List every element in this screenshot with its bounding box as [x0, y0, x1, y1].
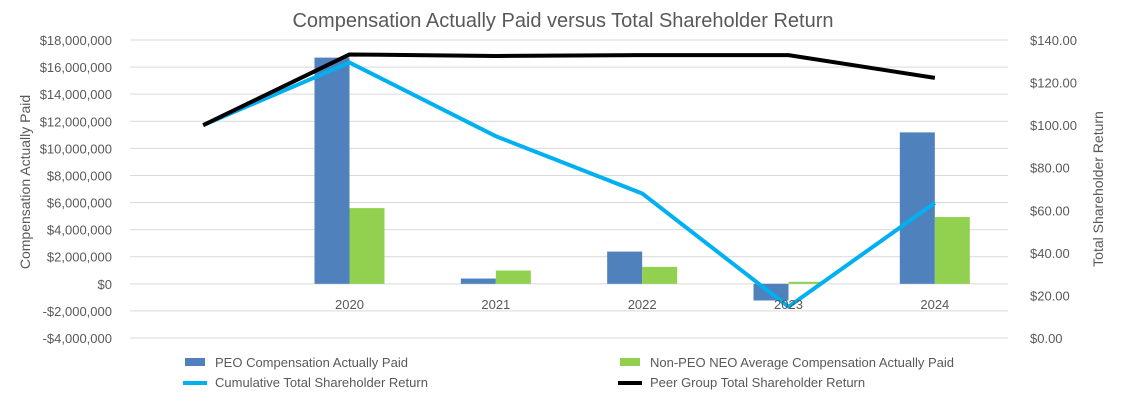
left-tick-label: $2,000,000 [47, 250, 112, 265]
left-tick-label: $18,000,000 [40, 33, 112, 48]
right-tick-label: $60.00 [1030, 203, 1070, 218]
bar-non-peo-2024 [934, 217, 970, 284]
x-tick-label: 2021 [481, 297, 510, 312]
left-axis-title: Compensation Actually Paid [17, 95, 33, 269]
gridlines [130, 39, 1008, 339]
legend-label: Non-PEO NEO Average Compensation Actuall… [650, 355, 954, 370]
bar-non-peo-2021 [495, 270, 531, 284]
bars [314, 57, 970, 301]
right-tick-label: $20.00 [1030, 288, 1070, 303]
lines [202, 52, 936, 309]
bar-non-peo-2022 [642, 266, 678, 284]
left-axis-ticks: $18,000,000 $16,000,000 $14,000,000 $12,000… [40, 33, 112, 346]
right-axis-title: Total Shareholder Return [1090, 111, 1106, 267]
chart-title: Compensation Actually Paid versus Total … [292, 10, 833, 32]
right-tick-label: $120.00 [1030, 76, 1077, 91]
right-tick-label: $100.00 [1030, 118, 1077, 133]
line-cumulative-tsr [202, 60, 936, 309]
left-tick-label: $10,000,000 [40, 141, 112, 156]
left-tick-label: $8,000,000 [47, 168, 112, 183]
x-tick-label: 2022 [628, 297, 657, 312]
legend-swatch [185, 358, 205, 366]
left-tick-label: $16,000,000 [40, 60, 112, 75]
left-tick-label: $14,000,000 [40, 87, 112, 102]
x-tick-label: 2023 [774, 297, 803, 312]
left-tick-label: $6,000,000 [47, 196, 112, 211]
legend-label: Peer Group Total Shareholder Return [650, 375, 865, 390]
left-tick-label: -$4,000,000 [43, 331, 112, 346]
x-tick-label: 2020 [335, 297, 364, 312]
bar-non-peo-2023 [788, 281, 824, 284]
right-tick-label: $0.00 [1030, 331, 1063, 346]
legend-label: PEO Compensation Actually Paid [215, 355, 408, 370]
right-tick-label: $40.00 [1030, 246, 1070, 261]
legend-label: Cumulative Total Shareholder Return [215, 375, 428, 390]
line-peer-group-tsr [202, 52, 936, 127]
bar-peo-2021 [460, 278, 496, 284]
legend: PEO Compensation Actually Paid Non-PEO NE… [183, 355, 954, 390]
bar-peo-2020 [314, 57, 350, 284]
left-tick-label: $0 [98, 277, 112, 292]
left-tick-label: $4,000,000 [47, 223, 112, 238]
right-tick-label: $80.00 [1030, 161, 1070, 176]
left-tick-label: $12,000,000 [40, 114, 112, 129]
x-axis-ticks: 2020 2021 2022 2023 2024 [335, 297, 949, 312]
x-tick-label: 2024 [920, 297, 949, 312]
left-tick-label: -$2,000,000 [43, 304, 112, 319]
right-tick-label: $140.00 [1030, 33, 1077, 48]
bar-peo-2022 [607, 251, 643, 284]
right-axis-ticks: $140.00 $120.00 $100.00 $80.00 $60.00 $40.00 $… [1030, 33, 1077, 346]
legend-swatch [620, 358, 640, 366]
bar-non-peo-2020 [349, 208, 385, 284]
